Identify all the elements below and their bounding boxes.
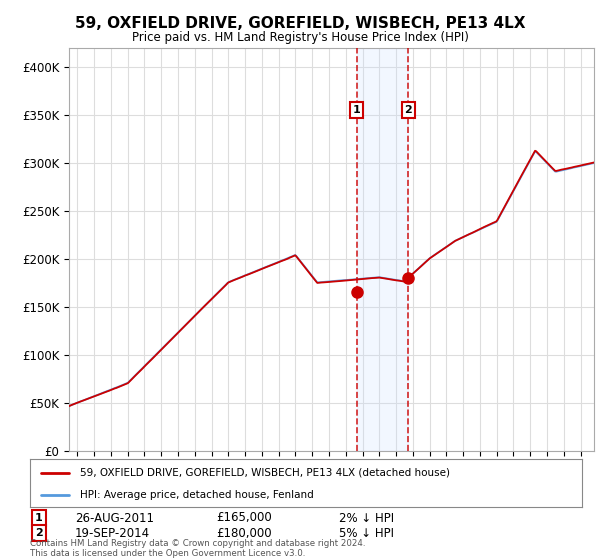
Text: HPI: Average price, detached house, Fenland: HPI: Average price, detached house, Fenl… <box>80 490 313 500</box>
Text: 2: 2 <box>404 105 412 115</box>
Text: Price paid vs. HM Land Registry's House Price Index (HPI): Price paid vs. HM Land Registry's House … <box>131 31 469 44</box>
Text: 59, OXFIELD DRIVE, GOREFIELD, WISBECH, PE13 4LX: 59, OXFIELD DRIVE, GOREFIELD, WISBECH, P… <box>75 16 525 31</box>
Text: £180,000: £180,000 <box>216 526 272 540</box>
Text: 26-AUG-2011: 26-AUG-2011 <box>75 511 154 525</box>
Text: 59, OXFIELD DRIVE, GOREFIELD, WISBECH, PE13 4LX (detached house): 59, OXFIELD DRIVE, GOREFIELD, WISBECH, P… <box>80 468 449 478</box>
Text: 19-SEP-2014: 19-SEP-2014 <box>75 526 150 540</box>
Bar <box>356 48 408 451</box>
Text: 2: 2 <box>35 528 43 538</box>
Text: 5% ↓ HPI: 5% ↓ HPI <box>339 526 394 540</box>
Text: 2% ↓ HPI: 2% ↓ HPI <box>339 511 394 525</box>
Text: 1: 1 <box>35 513 43 523</box>
Text: Contains HM Land Registry data © Crown copyright and database right 2024.
This d: Contains HM Land Registry data © Crown c… <box>30 539 365 558</box>
Text: £165,000: £165,000 <box>216 511 272 525</box>
Text: 1: 1 <box>353 105 361 115</box>
